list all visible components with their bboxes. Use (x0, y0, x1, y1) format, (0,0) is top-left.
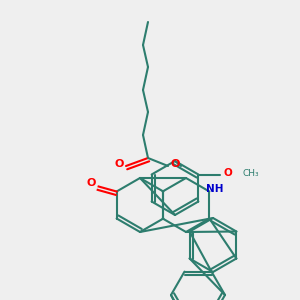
Text: O: O (170, 159, 180, 169)
Text: O: O (114, 159, 124, 169)
Text: NH: NH (206, 184, 223, 194)
Text: O: O (223, 169, 232, 178)
Text: CH₃: CH₃ (242, 169, 259, 178)
Text: O: O (87, 178, 96, 188)
